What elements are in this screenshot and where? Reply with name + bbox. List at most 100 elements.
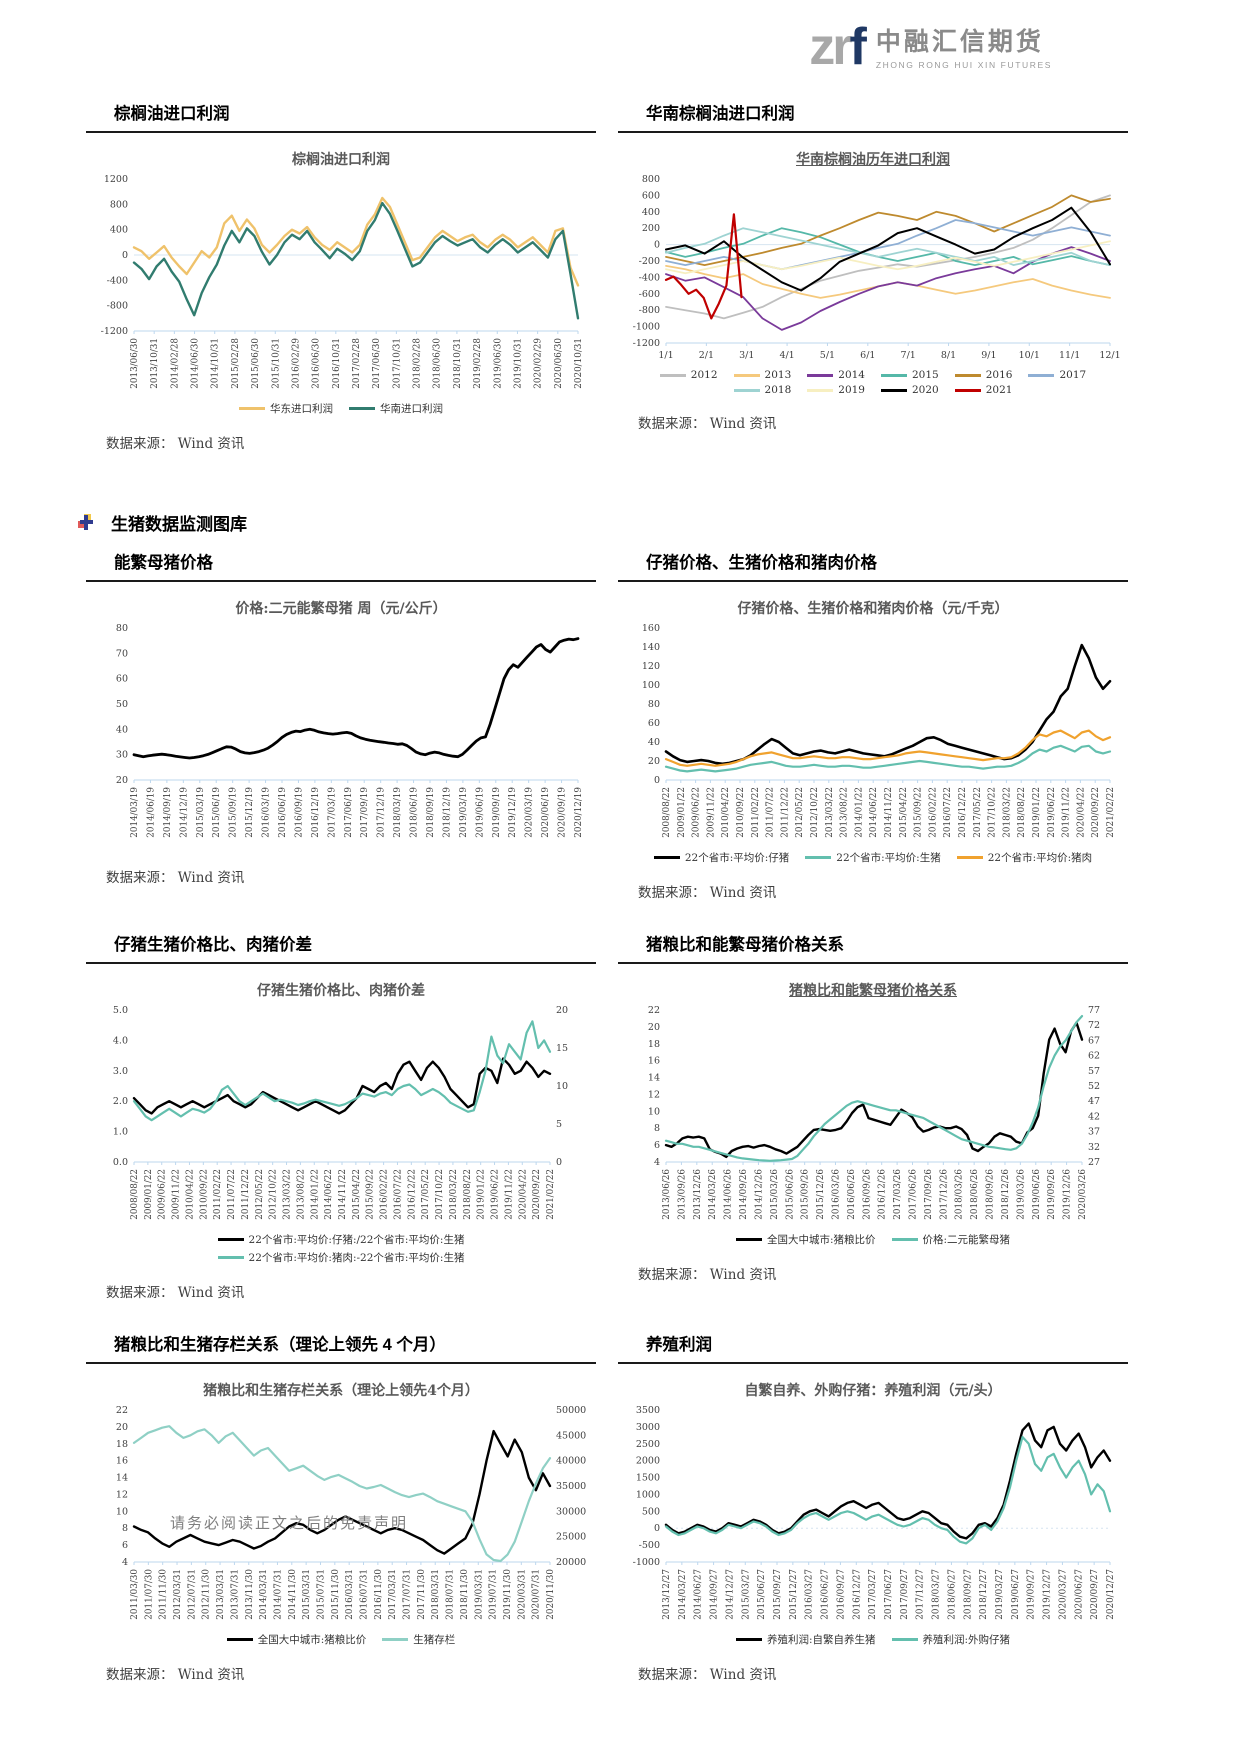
legend-label: 2014 xyxy=(838,369,865,381)
svg-text:2018/07/31: 2018/07/31 xyxy=(446,1569,456,1620)
svg-text:2012/05/22: 2012/05/22 xyxy=(795,787,805,838)
svg-text:8: 8 xyxy=(122,1523,128,1534)
section-header-piglet-ratio: 仔猪生猪价格比、肉猪价差 xyxy=(86,931,596,964)
legend-swatch xyxy=(1028,373,1055,377)
legend-item: 2018 xyxy=(733,384,791,396)
svg-text:2013/06/30: 2013/06/30 xyxy=(130,338,140,389)
svg-text:2020/06/27: 2020/06/27 xyxy=(1074,1569,1084,1620)
legend-label: 2016 xyxy=(985,369,1013,381)
footer-disclaimer: 请务必阅读正文之后的免责声明 xyxy=(170,1514,409,1532)
svg-text:2017/12/27: 2017/12/27 xyxy=(916,1569,926,1620)
legend-item: 华南进口利润 xyxy=(349,401,443,416)
data-source: 数据来源： Wind 资讯 xyxy=(638,1267,777,1283)
svg-text:2017/06/19: 2017/06/19 xyxy=(344,787,354,838)
legend-swatch xyxy=(239,407,265,410)
svg-text:2011/07/22: 2011/07/22 xyxy=(766,787,776,838)
svg-text:2013/12/26: 2013/12/26 xyxy=(693,1169,703,1220)
svg-text:15: 15 xyxy=(556,1043,568,1054)
svg-text:2011/12/22: 2011/12/22 xyxy=(241,1169,251,1220)
svg-text:2017/05/22: 2017/05/22 xyxy=(421,1169,431,1220)
svg-text:12: 12 xyxy=(116,1489,128,1500)
svg-text:2016/03/19: 2016/03/19 xyxy=(262,787,272,838)
svg-text:2017/03/31: 2017/03/31 xyxy=(388,1569,398,1620)
svg-text:600: 600 xyxy=(642,190,660,201)
svg-text:2016/06/30: 2016/06/30 xyxy=(312,338,322,389)
svg-text:4: 4 xyxy=(654,1157,660,1168)
svg-text:2017/05/22: 2017/05/22 xyxy=(973,787,983,838)
svg-text:50: 50 xyxy=(116,699,128,710)
logo-text: 中融汇信期货 ZHONG RONG HUI XIN FUTURES xyxy=(876,28,1052,70)
svg-text:2020/03/31: 2020/03/31 xyxy=(517,1569,527,1620)
legend-label: 2021 xyxy=(985,384,1013,396)
legend-item: 全国大中城市:猪粮比价 xyxy=(226,1632,366,1647)
data-source: 数据来源： Wind 资讯 xyxy=(106,1285,245,1301)
svg-text:2017/06/26: 2017/06/26 xyxy=(909,1169,919,1220)
legend-item: 2013 xyxy=(733,369,791,381)
section-header-breeding-profit: 养殖利润 xyxy=(618,1331,1128,1364)
svg-text:11/1: 11/1 xyxy=(1059,350,1080,361)
legend-swatch xyxy=(807,373,834,377)
legend-item: 2021 xyxy=(954,384,1013,396)
svg-text:2011/02/22: 2011/02/22 xyxy=(751,787,761,838)
svg-text:2019/03/19: 2019/03/19 xyxy=(459,787,469,838)
svg-text:2010/04/22: 2010/04/22 xyxy=(185,1169,195,1220)
svg-text:2009/06/22: 2009/06/22 xyxy=(158,1169,168,1220)
svg-text:2014/12/27: 2014/12/27 xyxy=(725,1569,735,1620)
svg-text:2014/03/26: 2014/03/26 xyxy=(708,1169,718,1220)
legend-label: 2015 xyxy=(912,369,939,381)
legend-swatch xyxy=(891,1638,918,1641)
svg-text:57: 57 xyxy=(1088,1066,1100,1077)
legend-label: 2019 xyxy=(838,384,865,396)
svg-text:52: 52 xyxy=(1088,1081,1100,1092)
legend-label: 22个省市:平均价:生猪 xyxy=(836,852,941,864)
svg-text:77: 77 xyxy=(1088,1005,1100,1016)
svg-text:47: 47 xyxy=(1088,1096,1100,1107)
svg-text:22: 22 xyxy=(648,1005,660,1016)
chart-title-breeding-profit: 自繁自养、外购仔猪：养殖利润（元/头） xyxy=(744,1383,1002,1399)
section-header-sow-price: 能繁母猪价格 xyxy=(86,549,596,582)
svg-text:25000: 25000 xyxy=(556,1532,586,1543)
svg-text:2013/03/22: 2013/03/22 xyxy=(283,1169,293,1220)
svg-text:2013/09/26: 2013/09/26 xyxy=(677,1169,687,1220)
svg-text:20000: 20000 xyxy=(556,1557,586,1568)
svg-text:800: 800 xyxy=(642,174,660,185)
svg-text:2014/09/19: 2014/09/19 xyxy=(163,787,173,838)
svg-text:120: 120 xyxy=(642,661,660,672)
svg-text:2014/06/22: 2014/06/22 xyxy=(324,1169,334,1220)
svg-text:2019/11/30: 2019/11/30 xyxy=(503,1569,513,1620)
svg-text:6/1: 6/1 xyxy=(860,350,875,361)
chart-title-piglet-ratio: 仔猪生猪价格比、肉猪价差 xyxy=(257,983,425,999)
svg-text:2016/07/22: 2016/07/22 xyxy=(943,787,953,838)
svg-text:2021/02/22: 2021/02/22 xyxy=(1106,787,1116,838)
legend-item: 22个省市:平均价:生猪 xyxy=(805,850,941,865)
svg-text:2014/06/27: 2014/06/27 xyxy=(694,1569,704,1620)
svg-text:2019/10/31: 2019/10/31 xyxy=(513,338,523,389)
chart-cell-hog-grain-stock: 猪粮比和生猪存栏关系（理论上领先 4 个月） 猪粮比和生猪存栏关系（理论上领先4… xyxy=(86,1331,596,1713)
svg-text:2019/06/22: 2019/06/22 xyxy=(1047,787,1057,838)
legend-label: 2017 xyxy=(1059,369,1087,381)
svg-text:2016/12/19: 2016/12/19 xyxy=(311,787,321,838)
svg-text:2016/02/22: 2016/02/22 xyxy=(380,1169,390,1220)
legend-swatch xyxy=(956,856,983,859)
svg-text:60: 60 xyxy=(116,674,128,685)
svg-text:2015/06/27: 2015/06/27 xyxy=(757,1569,767,1620)
svg-text:40: 40 xyxy=(648,737,660,748)
svg-text:2020/09/22: 2020/09/22 xyxy=(1091,787,1101,838)
legend-swatch xyxy=(891,1238,918,1241)
svg-text:2012/07/31: 2012/07/31 xyxy=(187,1569,197,1620)
legend-item: 2014 xyxy=(807,369,865,381)
svg-text:12: 12 xyxy=(648,1089,660,1100)
legend-label: 全国大中城市:猪粮比价 xyxy=(766,1234,876,1246)
chart-title-hog-grain-stock: 猪粮比和生猪存栏关系（理论上领先4个月） xyxy=(203,1383,479,1399)
chart-cell-hog-grain-sow: 猪粮比和能繁母猪价格关系 猪粮比和能繁母猪价格关系 22 20 18 16 14 12 10… xyxy=(618,931,1128,1331)
svg-text:2013/12/27: 2013/12/27 xyxy=(662,1569,672,1620)
svg-text:2016/12/26: 2016/12/26 xyxy=(878,1169,888,1220)
svg-text:2016/02/22: 2016/02/22 xyxy=(928,787,938,838)
svg-text:2015/11/30: 2015/11/30 xyxy=(331,1569,341,1620)
svg-text:2018/03/19: 2018/03/19 xyxy=(393,787,403,838)
svg-text:2018/06/30: 2018/06/30 xyxy=(433,338,443,389)
svg-text:2018/12/26: 2018/12/26 xyxy=(1001,1169,1011,1220)
